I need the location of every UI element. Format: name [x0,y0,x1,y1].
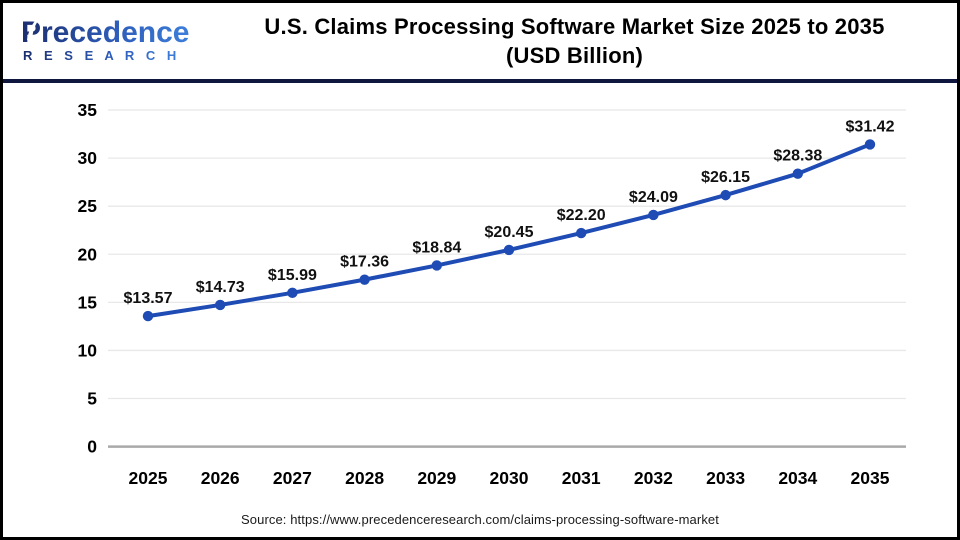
x-axis-tick-label: 2027 [273,468,312,488]
data-point-marker [142,310,154,322]
data-point-marker [359,274,370,285]
x-axis-tick-label: 2032 [634,468,673,488]
x-axis-tick-label: 2034 [778,468,817,488]
y-axis-tick-label: 15 [78,292,98,312]
data-point-marker [287,287,298,299]
data-point-label: $15.99 [268,267,317,284]
logo-brand-text: Precedence [21,16,189,49]
data-point-label: $20.45 [485,224,534,241]
data-point-label: $17.36 [340,254,389,271]
data-point-marker [648,209,659,221]
source-attribution: Source: https://www.precedenceresearch.c… [241,512,719,527]
x-axis-tick-label: 2028 [345,468,384,488]
x-axis-tick-label: 2025 [129,468,168,488]
y-axis-tick-label: 0 [87,437,97,457]
x-axis-tick-label: 2030 [490,468,529,488]
x-axis-tick-label: 2026 [201,468,240,488]
y-axis-tick-label: 5 [87,389,97,409]
precedence-research-logo: Precedence R E S E A R C H [17,10,202,73]
y-axis-tick-label: 25 [78,196,98,216]
data-point-label: $22.20 [557,207,606,224]
leaf-icon [27,14,44,40]
chart-title: U.S. Claims Processing Software Market S… [202,12,947,70]
chart-title-line2: (USD Billion) [505,43,644,68]
data-point-marker [215,299,226,311]
logo-sub-text: R E S E A R C H [23,48,180,63]
data-point-label: $28.38 [773,148,822,165]
data-point-label: $26.15 [701,169,750,186]
data-point-marker [503,244,515,256]
y-axis-tick-label: 20 [78,244,98,264]
x-axis-tick-label: 2035 [851,468,890,488]
chart-title-line1: U.S. Claims Processing Software Market S… [264,14,885,39]
data-point-marker [864,139,876,150]
data-point-marker [720,189,731,201]
data-point-label: $18.84 [412,239,461,256]
data-point-marker [576,227,587,239]
x-axis-tick-label: 2033 [706,468,745,488]
x-axis-tick-label: 2031 [562,468,601,488]
data-point-marker [431,260,442,271]
header: Precedence R E S E A R C H U.S. Claims P… [3,3,957,83]
chart-area: 0 5 10 15 20 25 30 35 2025 2026 2027 2028 2029 2030 20… [3,83,957,495]
data-point-label: $14.73 [196,279,245,296]
data-point-label: $13.57 [124,290,173,307]
logo-graphic: Precedence R E S E A R C H [21,14,189,63]
x-axis-tick-label: 2029 [417,468,456,488]
y-axis-tick-label: 35 [78,100,98,120]
data-point-marker [792,168,803,179]
y-axis-tick-label: 30 [78,148,98,168]
y-axis-tick-label: 10 [78,340,98,360]
data-point-label: $31.42 [846,118,895,135]
data-point-label: $24.09 [629,189,678,206]
